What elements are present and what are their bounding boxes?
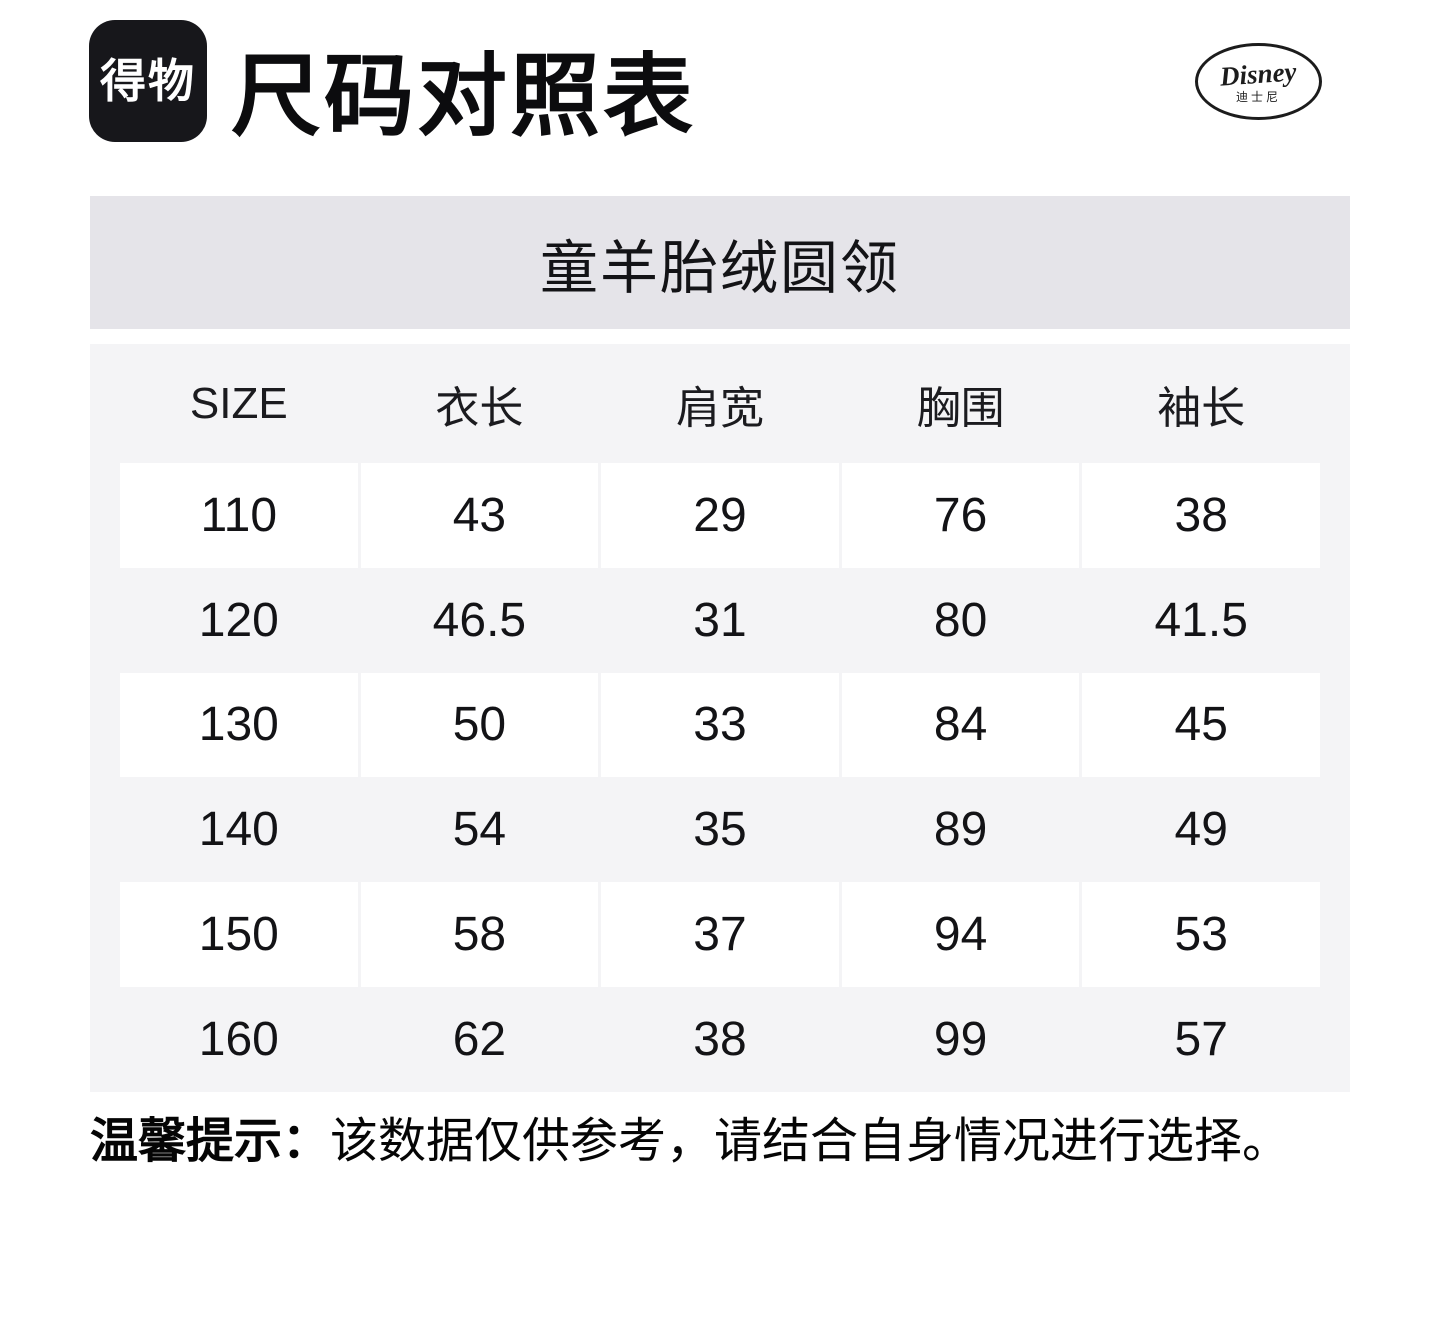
table-cell: 38 bbox=[693, 1012, 747, 1066]
table-cell: 76 bbox=[841, 463, 1080, 568]
size-table: SIZE 衣长 肩宽 胸围 袖长 110 43 29 76 38 120 46.5 31 80 41.5 13… bbox=[90, 344, 1350, 1092]
dewu-logo-text: 得物 bbox=[100, 55, 196, 107]
column-header-sleeve-length: 袖长 bbox=[1157, 383, 1246, 433]
table-cell: 43 bbox=[360, 463, 599, 568]
disney-logo-script: Disney bbox=[1219, 55, 1298, 92]
table-cell: 58 bbox=[360, 882, 599, 987]
disney-logo: Disney 迪士尼 bbox=[1195, 43, 1322, 120]
dewu-logo: 得物 bbox=[89, 20, 207, 142]
table-cell: 57 bbox=[1174, 1012, 1228, 1066]
table-cell: 54 bbox=[452, 803, 507, 857]
table-cell: 89 bbox=[933, 803, 988, 857]
tip-label: 温馨提示： bbox=[90, 1115, 331, 1168]
table-cell: 94 bbox=[841, 882, 1080, 987]
size-cell: 120 bbox=[198, 593, 279, 647]
column-header-garment-length: 衣长 bbox=[435, 383, 524, 433]
size-cell: 110 bbox=[120, 463, 358, 568]
table-cell: 80 bbox=[933, 593, 988, 647]
page-title: 尺码对照表 bbox=[231, 47, 696, 147]
table-cell: 33 bbox=[601, 672, 839, 778]
table-cell: 53 bbox=[1082, 882, 1320, 987]
column-header-chest: 胸围 bbox=[916, 383, 1005, 433]
tip-text: 该数据仅供参考，请结合自身情况进行选择。 bbox=[330, 1115, 1291, 1168]
table-cell: 29 bbox=[601, 463, 839, 568]
table-cell: 45 bbox=[1082, 672, 1320, 778]
table-cell: 84 bbox=[841, 672, 1080, 778]
table-cell: 50 bbox=[360, 672, 599, 778]
table-cell: 62 bbox=[452, 1012, 507, 1066]
size-table-grid: SIZE 衣长 肩宽 胸围 袖长 110 43 29 76 38 120 46.5 31 80 41.5 13… bbox=[120, 344, 1320, 1092]
size-cell: 150 bbox=[120, 882, 358, 987]
table-cell: 35 bbox=[693, 803, 747, 857]
tip-note: 温馨提示：该数据仅供参考，请结合自身情况进行选择。 bbox=[90, 1112, 1400, 1172]
table-cell: 31 bbox=[693, 593, 747, 647]
column-header-shoulder-width: 肩宽 bbox=[675, 383, 764, 433]
table-cell: 99 bbox=[933, 1012, 988, 1066]
table-cell: 37 bbox=[601, 882, 839, 987]
size-cell: 140 bbox=[198, 803, 279, 857]
size-cell: 130 bbox=[120, 672, 358, 778]
size-cell: 160 bbox=[198, 1012, 279, 1066]
column-header-size: SIZE bbox=[189, 378, 288, 428]
table-cell: 41.5 bbox=[1154, 593, 1248, 647]
table-cell: 49 bbox=[1174, 803, 1228, 857]
product-name-banner: 童羊胎绒圆领 bbox=[90, 196, 1350, 329]
table-cell: 38 bbox=[1082, 463, 1320, 568]
disney-logo-chinese: 迪士尼 bbox=[1235, 89, 1281, 104]
table-cell: 46.5 bbox=[432, 593, 527, 647]
product-name: 童羊胎绒圆领 bbox=[539, 235, 900, 301]
